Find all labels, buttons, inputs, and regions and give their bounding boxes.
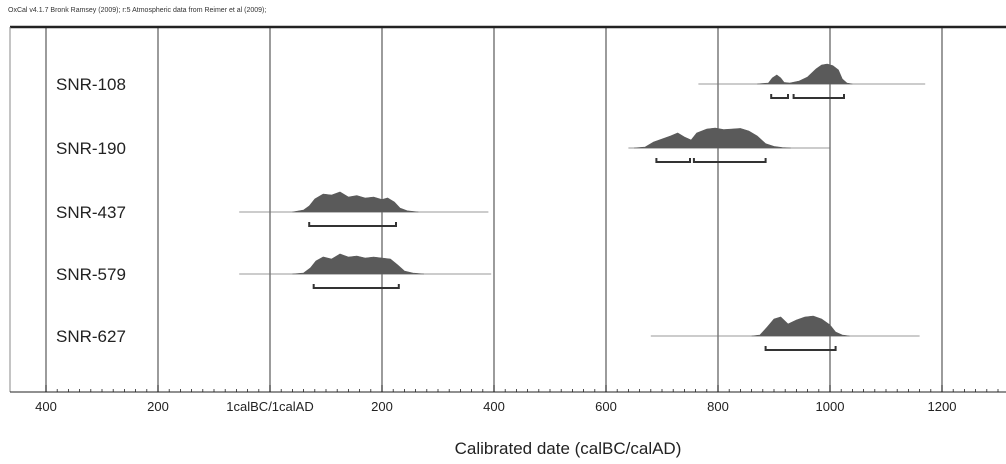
sample-label: SNR-579	[56, 265, 126, 284]
tick-label: 1200	[928, 399, 957, 414]
range-bracket	[692, 158, 767, 163]
probability-distribution	[751, 315, 850, 337]
range-bracket	[764, 346, 837, 351]
tick-label: 200	[147, 399, 169, 414]
probability-distribution	[757, 63, 853, 85]
software-credit: OxCal v4.1.7 Bronk Ramsey (2009); r:5 At…	[8, 7, 267, 14]
tick-label: 600	[595, 399, 617, 414]
probability-distribution	[633, 127, 791, 149]
sample-label: SNR-190	[56, 139, 126, 158]
x-axis-label: Calibrated date (calBC/calAD)	[455, 439, 682, 458]
range-bracket	[655, 158, 691, 163]
tick-label: 400	[35, 399, 57, 414]
probability-distribution	[292, 191, 419, 213]
sample-label: SNR-627	[56, 327, 126, 346]
tick-label: 200	[371, 399, 393, 414]
tick-label: 800	[707, 399, 729, 414]
range-bracket	[792, 94, 845, 99]
probability-distribution	[292, 253, 425, 275]
range-bracket	[308, 222, 397, 227]
sample-label: SNR-108	[56, 75, 126, 94]
tick-label: 1000	[816, 399, 845, 414]
range-bracket	[770, 94, 789, 99]
tick-label: 1calBC/1calAD	[226, 399, 313, 414]
sample-label: SNR-437	[56, 203, 126, 222]
tick-label: 400	[483, 399, 505, 414]
range-bracket	[312, 284, 400, 289]
